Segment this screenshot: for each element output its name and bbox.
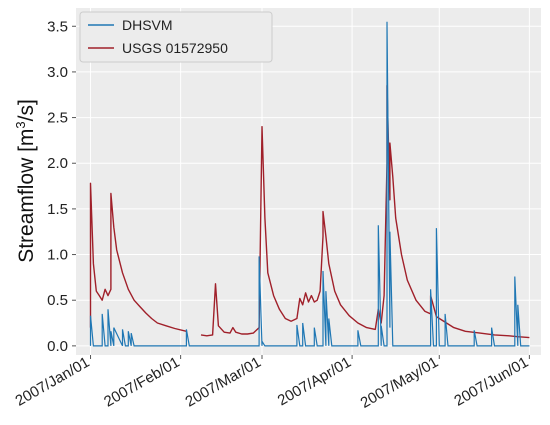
y-tick-label: 0.0 [47,338,68,355]
x-tick-label: 2007/Apr/01 [275,354,354,410]
series-layer [89,21,530,347]
usgs-series-line [89,182,187,332]
x-tick-label: 2007/Mar/01 [183,354,264,411]
x-axis-ticks: 2007/Jan/01 2007/Feb/01 2007/Mar/01 2007/Ap… [13,354,532,412]
y-tick-label: 2.0 [47,155,68,172]
x-tick-label: 2007/May/01 [358,354,442,412]
y-tick-label: 2.5 [47,110,68,127]
y-tick-label: 1.0 [47,247,68,264]
y-tick-label: 3.0 [47,64,68,81]
y-tick-label: 3.5 [47,18,68,35]
plot-area [76,8,541,355]
y-axis-ticks: 0.0 0.5 1.0 1.5 2.0 2.5 3.0 3.5 [47,18,76,355]
usgs-series-line [200,84,530,339]
y-tick-label: 1.5 [47,201,68,218]
legend-dhsvm-label: DHSVM [122,17,173,33]
x-tick-label: 2007/Feb/01 [101,354,182,411]
y-axis-label: Streamflow [m3/s] [13,99,38,263]
x-tick-label: 2007/Jan/01 [13,354,93,410]
legend-usgs-label: USGS 01572950 [122,40,228,56]
legend-box [79,11,273,63]
x-tick-label: 2007/Jun/01 [451,354,531,410]
y-tick-label: 0.5 [47,292,68,309]
y-axis-label-superscript: 3 [13,121,28,128]
legend: DHSVM USGS 01572950 [79,11,273,63]
dhsvm-series-line [89,21,530,347]
